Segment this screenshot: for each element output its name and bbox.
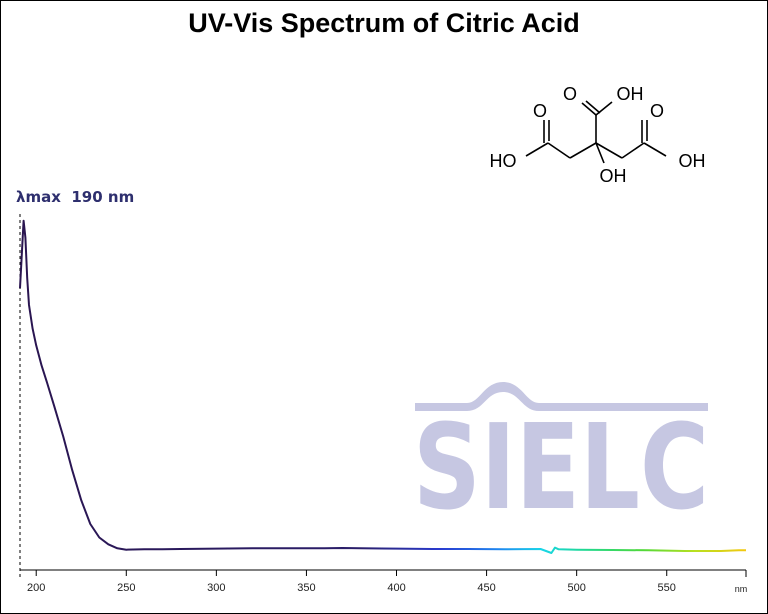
chart-title: UV-Vis Spectrum of Citric Acid [188, 8, 580, 38]
spectrum-line [19, 219, 746, 554]
sielc-watermark: SIELC [413, 382, 709, 536]
atom-label-oh-center: OH [600, 166, 627, 186]
molecule-labels: O OH O O HO OH OH [490, 84, 706, 186]
x-tick-label: 300 [207, 582, 225, 594]
citric-acid-structure [525, 100, 667, 164]
x-tick-label: 350 [297, 582, 315, 594]
x-axis-ticks: 200 250 300 350 400 450 500 550 [27, 570, 676, 594]
x-axis-unit: nm [735, 584, 748, 594]
x-tick-label: 200 [27, 582, 45, 594]
atom-label-o-right: O [650, 101, 664, 121]
x-tick-label: 550 [658, 582, 676, 594]
x-tick-label: 400 [387, 582, 405, 594]
x-tick-label: 250 [117, 582, 135, 594]
lambda-max-label: λmax 190 nm [16, 188, 135, 206]
x-tick-label: 450 [477, 582, 495, 594]
atom-label-o-left: O [533, 101, 547, 121]
atom-label-oh-right: OH [679, 151, 706, 171]
watermark-text: SIELC [413, 398, 709, 536]
atom-label-oh-top: OH [617, 84, 644, 104]
x-tick-label: 500 [567, 582, 585, 594]
atom-label-o-top: O [563, 84, 577, 104]
atom-label-ho-left: HO [490, 151, 517, 171]
